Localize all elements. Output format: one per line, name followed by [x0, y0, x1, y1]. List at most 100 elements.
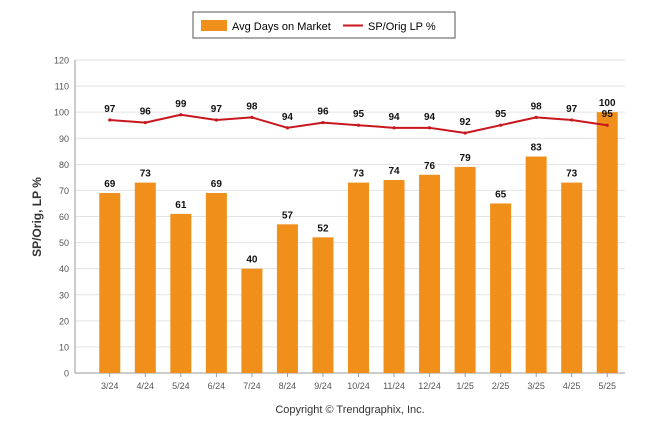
bar: [561, 182, 583, 373]
legend: Avg Days on Market SP/Orig LP %: [192, 11, 456, 39]
x-tick-label: 8/24: [279, 381, 297, 391]
bar-data-label: 73: [566, 169, 578, 180]
y-tick-label: 120: [54, 56, 69, 66]
bar-data-label: 40: [246, 255, 258, 266]
y-tick-label: 110: [55, 82, 69, 92]
x-tick-label: 5/25: [598, 381, 616, 391]
legend-box: [192, 11, 456, 39]
x-tick-label: 9/24: [314, 381, 332, 391]
bar-data-label: 100: [599, 98, 616, 109]
line-point: [143, 121, 147, 125]
line-data-label: 95: [602, 109, 614, 120]
line-point: [321, 121, 325, 125]
bar: [205, 193, 227, 373]
y-tick-label: 40: [59, 264, 69, 274]
bar: [383, 179, 405, 373]
line-point: [427, 126, 432, 130]
x-tick-label: 10/24: [347, 381, 370, 391]
x-tick-label: 3/25: [527, 381, 545, 391]
bar-data-label: 69: [104, 179, 116, 190]
bar: [312, 237, 334, 373]
x-tick-label: 7/24: [243, 381, 261, 391]
x-tick-label: 4/25: [563, 381, 581, 391]
line-point: [570, 118, 574, 122]
line-data-label: 94: [282, 112, 294, 123]
line-data-label: 94: [424, 112, 436, 123]
bar: [419, 174, 441, 373]
line-layer: [108, 113, 609, 135]
line-data-label: 98: [246, 101, 258, 112]
x-tick-label: 1/25: [456, 381, 474, 391]
line-point: [250, 115, 254, 119]
y-tick-label: 50: [59, 238, 69, 248]
y-tick-label: 0: [64, 369, 69, 379]
line-point: [463, 131, 467, 135]
y-tick-label: 60: [59, 212, 69, 222]
y-tick-label: 100: [54, 108, 69, 118]
line-point: [108, 118, 112, 122]
bar: [241, 268, 263, 373]
y-tick-label: 90: [59, 134, 69, 144]
bar-data-label: 74: [388, 166, 400, 177]
y-tick-label: 10: [59, 342, 69, 352]
legend-label-bar: Avg Days on Market: [232, 21, 331, 33]
bar-data-label: 73: [140, 169, 152, 180]
bar: [99, 193, 121, 373]
line-data-label: 95: [353, 109, 365, 120]
axis-layer: 0 10 20 30 40 50 60 70 80 90 100 110 120 3/24 4/24 5/24…: [54, 56, 616, 392]
bar-data-label: 61: [175, 200, 187, 211]
line-data-label: 95: [495, 109, 507, 120]
line-point: [392, 126, 396, 130]
line-point: [285, 126, 290, 130]
x-tick-label: 4/24: [137, 381, 155, 391]
line-point: [499, 123, 503, 127]
bar-data-label: 83: [531, 143, 543, 154]
bar: [348, 182, 369, 373]
y-tick-label: 30: [59, 290, 69, 300]
copyright-text: Copyright © Trendgraphix, Inc.: [275, 404, 424, 416]
x-tick-label: 3/24: [101, 381, 119, 391]
label-layer: 69 73 61 69 40 57 52 73 74 76 79 65 83 73 100 97 96 99 97 9…: [104, 98, 616, 266]
line-data-label: 97: [104, 104, 116, 115]
x-tick-label: 5/24: [172, 381, 190, 391]
line-point: [534, 115, 538, 119]
y-tick-label: 80: [59, 160, 69, 170]
bar-data-label: 57: [282, 210, 294, 221]
bar: [490, 203, 512, 373]
bar-data-label: 52: [317, 223, 329, 234]
x-tick-label: 11/24: [383, 381, 405, 391]
line-data-label: 96: [140, 107, 152, 118]
legend-swatch-bar: [201, 20, 227, 31]
y-tick-label: 70: [59, 186, 69, 196]
bar-layer: [99, 112, 618, 374]
bar-data-label: 65: [495, 189, 507, 200]
bar-data-label: 73: [353, 169, 365, 180]
line-data-label: 94: [388, 112, 400, 123]
line-data-label: 97: [211, 104, 223, 115]
y-axis-label: SP/Orig, LP %: [30, 177, 44, 257]
bar-data-label: 76: [424, 161, 436, 172]
x-tick-label: 12/24: [418, 381, 441, 391]
line-data-label: 99: [175, 99, 187, 110]
bar: [170, 213, 192, 373]
bar-data-label: 79: [460, 153, 472, 164]
line-point: [179, 113, 183, 117]
line-point: [214, 118, 218, 122]
y-tick-label: 20: [59, 316, 69, 326]
bar: [454, 166, 476, 373]
legend-label-line: SP/Orig LP %: [368, 21, 436, 33]
line-data-label: 98: [531, 101, 543, 112]
line-point: [605, 123, 609, 127]
x-tick-label: 6/24: [208, 381, 226, 391]
bar: [134, 182, 156, 373]
bar: [525, 156, 547, 373]
x-tick-label: 2/25: [492, 381, 510, 391]
bar-data-label: 69: [211, 179, 223, 190]
line-point: [356, 123, 361, 127]
line-data-label: 92: [460, 117, 472, 128]
line-data-label: 97: [566, 104, 578, 115]
bar: [276, 224, 298, 373]
line-data-label: 96: [317, 107, 329, 118]
